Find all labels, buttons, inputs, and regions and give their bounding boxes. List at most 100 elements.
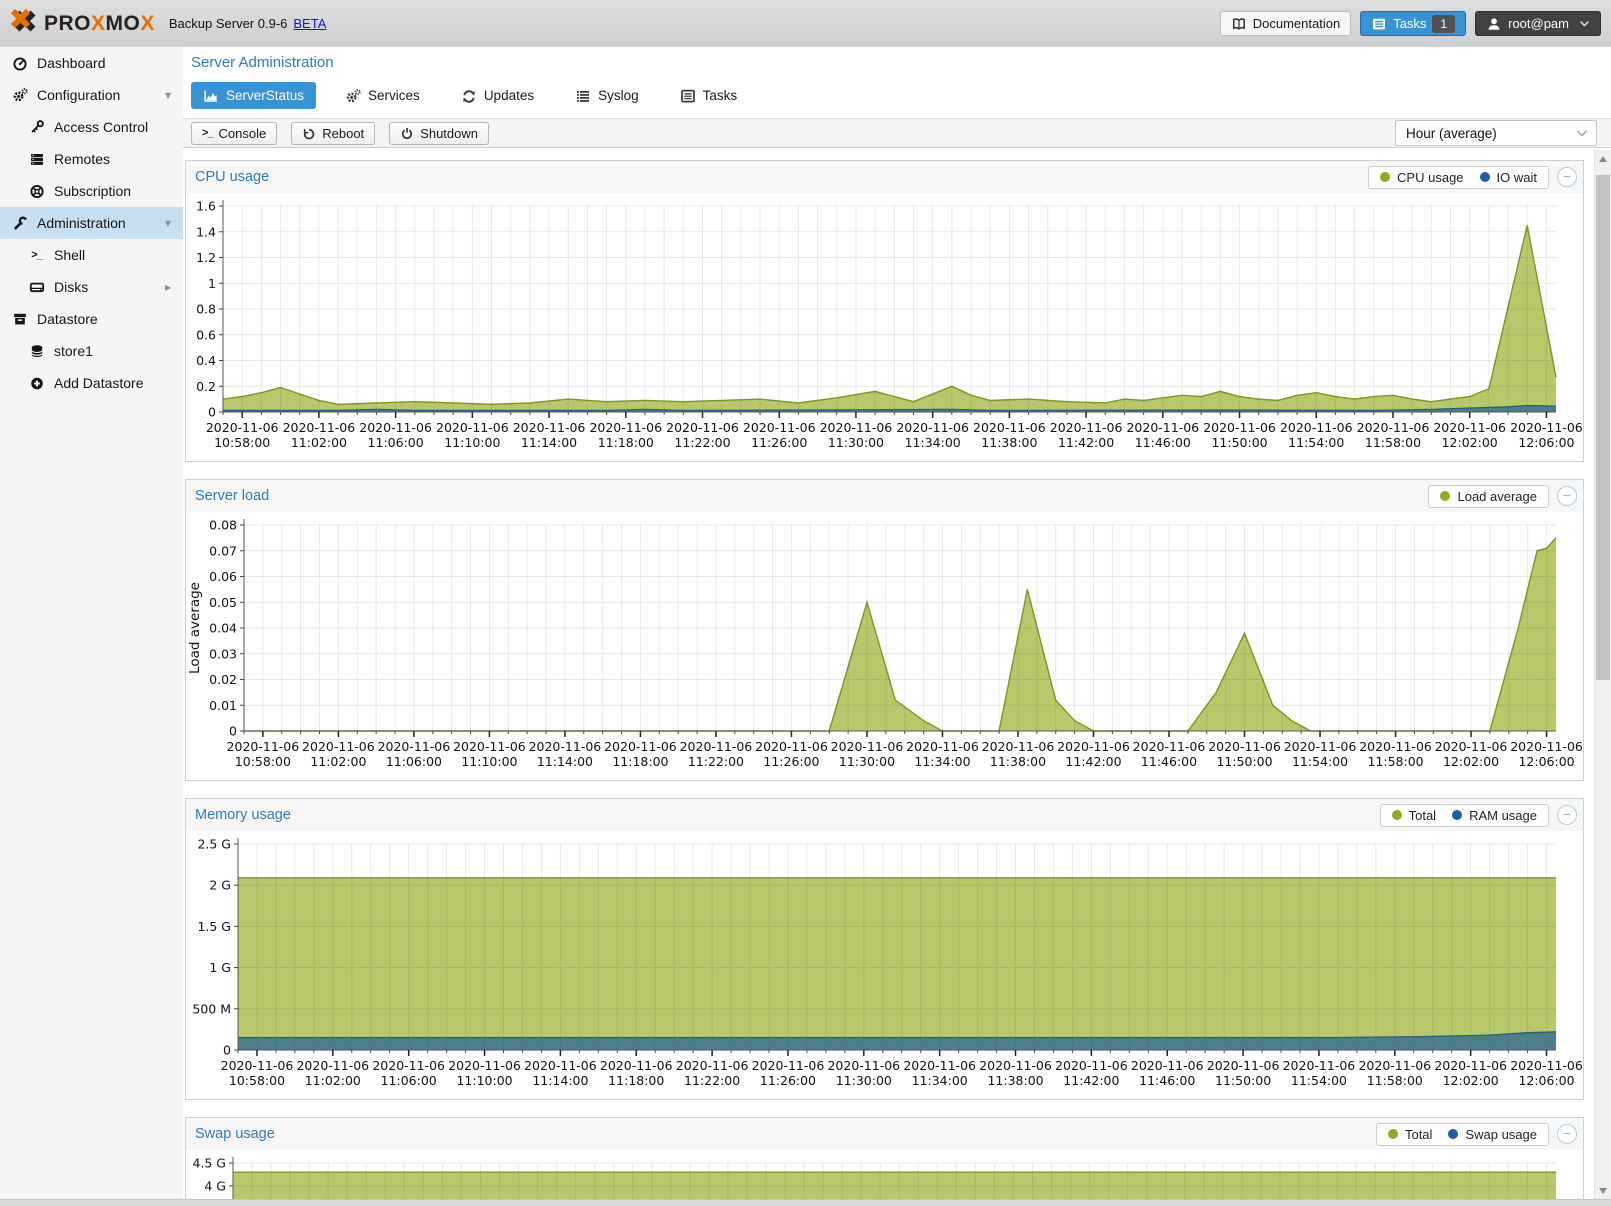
tasks-button[interactable]: Tasks 1	[1360, 11, 1467, 36]
svg-text:2020-11-06: 2020-11-06	[1357, 420, 1430, 435]
legend-item[interactable]: CPU usage	[1380, 170, 1464, 185]
collapse-caret-icon[interactable]: ▾	[164, 216, 171, 230]
sidebar-item-disks[interactable]: Disks ▸	[0, 271, 183, 303]
shutdown-button[interactable]: Shutdown	[389, 121, 489, 145]
svg-text:11:14:00: 11:14:00	[532, 1073, 588, 1088]
svg-text:11:22:00: 11:22:00	[688, 754, 744, 769]
life-ring-icon	[28, 183, 45, 199]
sidebar-item-add-datastore[interactable]: Add Datastore	[0, 367, 183, 399]
svg-text:2020-11-06: 2020-11-06	[1126, 420, 1199, 435]
svg-text:11:34:00: 11:34:00	[905, 435, 961, 450]
svg-text:2020-11-06: 2020-11-06	[227, 739, 300, 754]
tab-serverstatus[interactable]: ServerStatus	[191, 82, 317, 109]
sidebar-item-subscription[interactable]: Subscription	[0, 175, 183, 207]
scroll-up-arrow-icon[interactable]	[1595, 150, 1611, 167]
legend-dot	[1448, 1129, 1459, 1139]
svg-text:11:10:00: 11:10:00	[444, 435, 500, 450]
beta-link[interactable]: BETA	[293, 16, 327, 31]
sidebar-item-store1[interactable]: store1	[0, 335, 183, 367]
legend-item[interactable]: Swap usage	[1448, 1127, 1537, 1142]
collapse-panel-button[interactable]: −	[1557, 167, 1577, 187]
legend-item[interactable]: Total	[1391, 808, 1436, 823]
user-menu-button[interactable]: root@pam	[1475, 11, 1601, 36]
archive-box-icon	[11, 311, 28, 327]
svg-text:2020-11-06: 2020-11-06	[743, 420, 816, 435]
sidebar-item-remotes[interactable]: Remotes	[0, 143, 183, 175]
svg-text:11:42:00: 11:42:00	[1065, 754, 1121, 769]
svg-text:12:06:00: 12:06:00	[1518, 435, 1574, 450]
plus-circle-icon	[28, 375, 45, 391]
svg-text:0.6: 0.6	[196, 327, 216, 342]
list-alt-icon	[680, 88, 696, 104]
reboot-button[interactable]: Reboot	[291, 121, 376, 145]
svg-text:2020-11-06: 2020-11-06	[676, 1058, 749, 1073]
legend-item[interactable]: RAM usage	[1452, 808, 1537, 823]
svg-text:11:22:00: 11:22:00	[674, 435, 730, 450]
svg-text:2020-11-06: 2020-11-06	[1433, 420, 1506, 435]
svg-text:2020-11-06: 2020-11-06	[1284, 739, 1357, 754]
tab-updates[interactable]: Updates	[449, 82, 546, 109]
svg-text:11:26:00: 11:26:00	[763, 754, 819, 769]
documentation-button[interactable]: Documentation	[1219, 11, 1352, 36]
svg-text:2020-11-06: 2020-11-06	[1510, 1058, 1583, 1073]
svg-text:2020-11-06: 2020-11-06	[604, 739, 677, 754]
svg-text:2020-11-06: 2020-11-06	[1434, 1058, 1507, 1073]
svg-text:2020-11-06: 2020-11-06	[600, 1058, 673, 1073]
sidebar-item-access-control[interactable]: Access Control	[0, 111, 183, 143]
svg-text:11:18:00: 11:18:00	[612, 754, 668, 769]
svg-text:0: 0	[223, 1043, 231, 1058]
sidebar-item-datastore[interactable]: Datastore	[0, 303, 183, 335]
legend-item[interactable]: Total	[1387, 1127, 1432, 1142]
svg-text:11:54:00: 11:54:00	[1291, 1073, 1347, 1088]
svg-text:2020-11-06: 2020-11-06	[831, 739, 904, 754]
legend-dot	[1387, 1129, 1398, 1139]
legend-item[interactable]: Load average	[1440, 489, 1537, 504]
collapse-panel-button[interactable]: −	[1557, 805, 1577, 825]
tachometer-icon	[11, 55, 28, 71]
vertical-scrollbar[interactable]	[1594, 150, 1611, 1199]
svg-text:11:46:00: 11:46:00	[1135, 435, 1191, 450]
sidebar-item-administration[interactable]: Administration ▾	[0, 207, 183, 239]
svg-text:11:26:00: 11:26:00	[760, 1073, 816, 1088]
legend-item[interactable]: IO wait	[1479, 170, 1537, 185]
svg-text:2 G: 2 G	[209, 878, 231, 893]
svg-text:11:38:00: 11:38:00	[981, 435, 1037, 450]
svg-text:10:58:00: 10:58:00	[235, 754, 291, 769]
sidebar-item-dashboard[interactable]: Dashboard	[0, 47, 183, 79]
console-button[interactable]: >_ Console	[191, 121, 278, 145]
toolbar: >_ Console Reboot Shutdown Hour (average…	[183, 118, 1611, 148]
svg-text:12:02:00: 12:02:00	[1443, 1073, 1499, 1088]
tab-services[interactable]: Services	[333, 82, 432, 109]
svg-text:1 G: 1 G	[209, 960, 231, 975]
product-version: Backup Server 0.9-6	[168, 16, 288, 31]
svg-text:11:46:00: 11:46:00	[1141, 754, 1197, 769]
sidebar-item-shell[interactable]: >_ Shell	[0, 239, 183, 271]
tab-tasks[interactable]: Tasks	[668, 82, 750, 109]
svg-text:11:54:00: 11:54:00	[1288, 435, 1344, 450]
time-range-select[interactable]: Hour (average)	[1395, 120, 1597, 146]
collapse-caret-icon[interactable]: ▾	[164, 88, 171, 102]
cpu-usage-chart: 00.20.40.60.811.21.41.62020-11-0610:58:0…	[196, 199, 1583, 451]
undo-icon	[302, 126, 316, 140]
tab-syslog[interactable]: Syslog	[563, 82, 651, 109]
svg-text:0.06: 0.06	[209, 569, 237, 584]
collapse-panel-button[interactable]: −	[1557, 1124, 1577, 1144]
svg-text:2020-11-06: 2020-11-06	[1510, 420, 1583, 435]
svg-text:0.05: 0.05	[209, 595, 237, 610]
svg-text:2020-11-06: 2020-11-06	[1280, 420, 1353, 435]
scrollbar-thumb[interactable]	[1596, 175, 1610, 680]
sidebar-item-configuration[interactable]: Configuration ▾	[0, 79, 183, 111]
collapse-panel-button[interactable]: −	[1557, 486, 1577, 506]
svg-text:12:06:00: 12:06:00	[1518, 1073, 1574, 1088]
svg-text:4 G: 4 G	[204, 1178, 226, 1193]
task-list-icon	[1371, 16, 1387, 32]
svg-text:2020-11-06: 2020-11-06	[1358, 1058, 1431, 1073]
server-load-chart: 0 0.01 0.02 0.03 0.04 0.05 0.06 0.07 0.08 2020-11…	[187, 518, 1583, 770]
legend-dot	[1440, 491, 1451, 501]
wrench-icon	[11, 215, 28, 231]
svg-text:2020-11-06: 2020-11-06	[378, 739, 451, 754]
scroll-down-arrow-icon[interactable]	[1595, 1182, 1611, 1199]
svg-text:2020-11-06: 2020-11-06	[903, 1058, 976, 1073]
